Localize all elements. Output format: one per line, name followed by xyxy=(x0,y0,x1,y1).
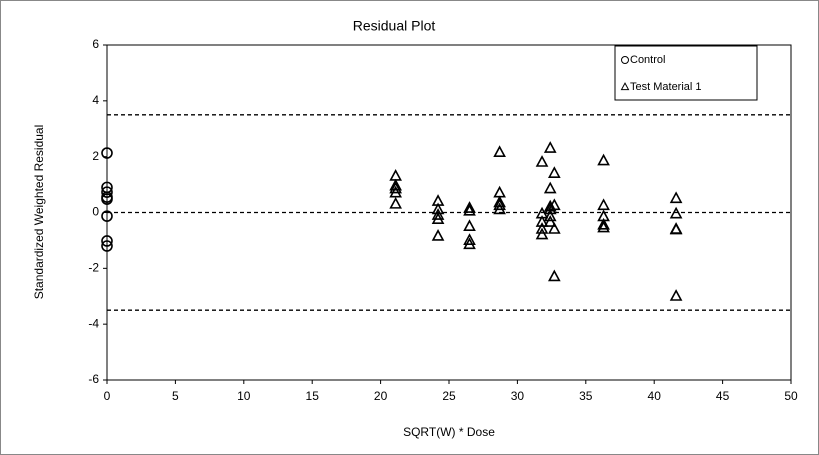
point xyxy=(493,145,506,158)
x-tick-label: 25 xyxy=(442,389,456,403)
point xyxy=(101,193,113,205)
chart-title: Residual Plot xyxy=(353,18,436,34)
x-tick-label: 20 xyxy=(374,389,388,403)
x-tick-label: 45 xyxy=(716,389,730,403)
legend xyxy=(614,45,758,101)
point xyxy=(431,229,445,241)
point xyxy=(597,220,610,233)
x-tick-label: 10 xyxy=(237,389,251,403)
y-tick-label: 0 xyxy=(92,205,99,219)
y-tick-label: -4 xyxy=(88,316,99,330)
point xyxy=(431,212,445,225)
point xyxy=(535,215,549,227)
point xyxy=(463,201,476,213)
x-tick-label: 40 xyxy=(648,389,662,403)
point xyxy=(547,269,561,282)
point xyxy=(389,181,402,194)
point xyxy=(543,215,557,227)
point xyxy=(463,203,476,216)
legend-label: Test Material 1 xyxy=(630,81,702,93)
x-tick-label: 50 xyxy=(784,389,798,403)
point xyxy=(597,217,610,230)
point xyxy=(101,186,113,198)
legend-marker xyxy=(620,82,630,91)
y-tick-label: -6 xyxy=(88,372,99,386)
legend-marker xyxy=(621,56,629,64)
point xyxy=(431,208,445,220)
point xyxy=(463,233,476,245)
point xyxy=(669,289,683,301)
point xyxy=(535,222,549,234)
point xyxy=(547,198,561,211)
point xyxy=(597,153,610,166)
point xyxy=(101,210,113,222)
x-tick-label: 30 xyxy=(511,389,525,403)
y-axis-label: Standardized Weighted Residual xyxy=(32,125,46,300)
point xyxy=(101,147,113,159)
point xyxy=(463,237,476,250)
point xyxy=(101,240,113,252)
point xyxy=(389,185,402,198)
point xyxy=(669,222,683,235)
point xyxy=(535,227,549,240)
point xyxy=(669,206,683,219)
point xyxy=(669,191,683,204)
point xyxy=(543,209,557,222)
point xyxy=(463,219,476,232)
point xyxy=(543,141,557,153)
legend-label: Control xyxy=(630,54,665,66)
point xyxy=(543,181,557,194)
point xyxy=(597,198,610,211)
y-tick-label: -2 xyxy=(88,261,99,275)
point xyxy=(535,155,549,167)
point xyxy=(547,166,561,178)
x-tick-label: 35 xyxy=(579,389,593,403)
point xyxy=(101,235,113,247)
x-tick-label: 5 xyxy=(172,389,179,403)
point xyxy=(493,195,506,208)
point xyxy=(389,196,402,209)
x-tick-label: 15 xyxy=(306,389,320,403)
x-tick-label: 0 xyxy=(104,389,111,403)
point xyxy=(493,198,506,211)
point xyxy=(389,178,402,191)
y-tick-label: 2 xyxy=(92,149,99,163)
point xyxy=(547,222,561,234)
point xyxy=(493,202,506,215)
y-tick-label: 6 xyxy=(92,37,99,51)
y-tick-label: 4 xyxy=(92,93,99,107)
x-axis-label: SQRT(W) * Dose xyxy=(403,425,495,439)
